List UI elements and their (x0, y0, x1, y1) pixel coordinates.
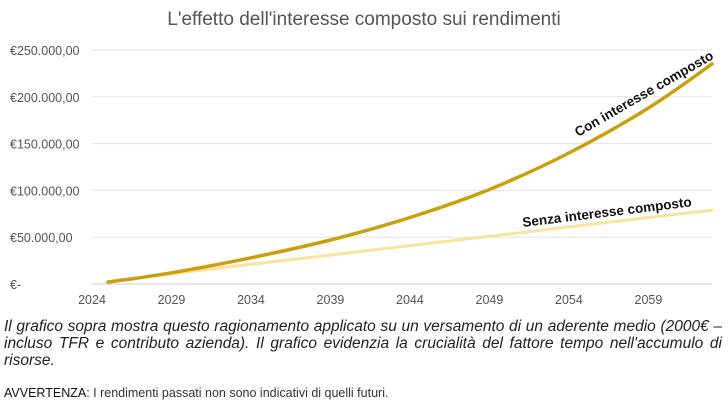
x-tick-label: 2049 (476, 293, 504, 307)
chart-title: L'effetto dell'interesse composto sui re… (167, 9, 560, 30)
series-label-compound: Con interesse composto (572, 48, 716, 140)
y-tick-label: €50.000,00 (10, 231, 73, 245)
y-tick-label: €- (10, 278, 21, 292)
series-line-compound (106, 62, 714, 284)
x-tick-label: 2039 (317, 293, 345, 307)
chart-container: L'effetto dell'interesse composto sui re… (10, 9, 716, 307)
x-tick-label: 2044 (396, 293, 424, 307)
disclaimer-lead: AVVERTENZA (4, 386, 87, 400)
y-tick-label: €200.000,00 (10, 91, 80, 105)
x-tick-label: 2034 (237, 293, 265, 307)
x-tick-label: 2029 (158, 293, 186, 307)
series-label-simple: Senza interesse composto (522, 194, 693, 230)
x-tick-label: 2059 (635, 293, 663, 307)
disclaimer-text: : I rendimenti passati non sono indicati… (86, 386, 389, 400)
y-tick-label: €250.000,00 (10, 44, 80, 58)
disclaimer: AVVERTENZA: I rendimenti passati non son… (4, 386, 722, 400)
y-tick-label: €150.000,00 (10, 138, 80, 152)
compound-interest-chart: L'effetto dell'interesse composto sui re… (10, 9, 716, 307)
chart-caption: Il grafico sopra mostra questo ragioname… (4, 318, 722, 369)
x-tick-label: 2054 (555, 293, 583, 307)
x-tick-label: 2024 (78, 293, 106, 307)
y-tick-label: €100.000,00 (10, 184, 80, 198)
series-line-simple (106, 208, 714, 284)
